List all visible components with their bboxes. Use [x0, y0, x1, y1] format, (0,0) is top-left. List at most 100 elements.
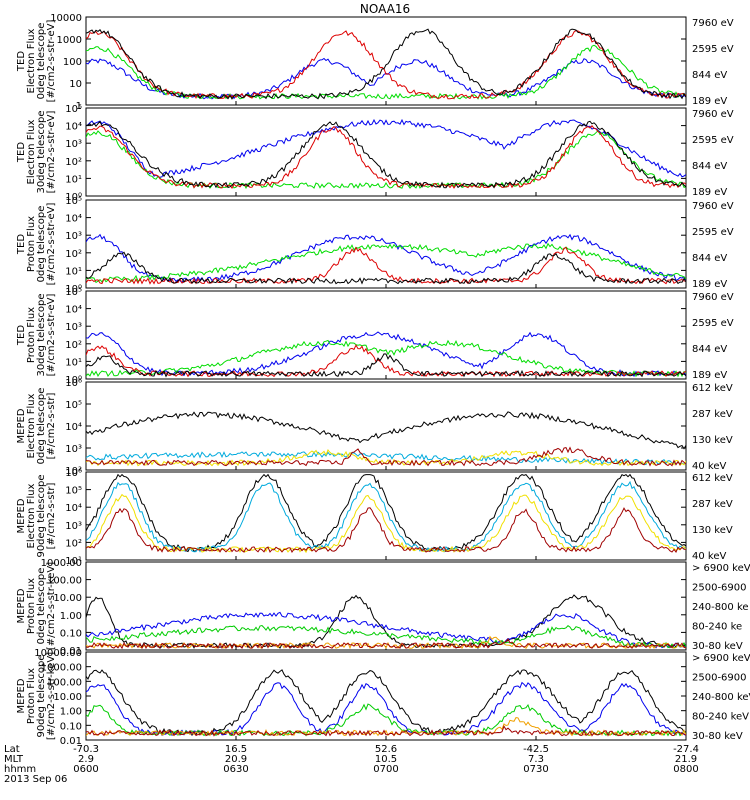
- y-tick-label: 10⁴: [65, 122, 82, 133]
- legend-entry: 7960 eV: [692, 18, 734, 29]
- x-label-value: 0730: [523, 764, 548, 775]
- trace-3: [86, 129, 686, 190]
- legend-entry: 7960 eV: [692, 292, 734, 303]
- legend-entry: 130 keV: [692, 435, 733, 446]
- trace-2: [86, 717, 686, 737]
- panel-3: 10⁵ 10⁴ 10³ 10² 10¹ 10⁰ TEDProton Flux0deg tel…: [16, 196, 734, 295]
- y-axis-label-line: Proton Flux: [26, 578, 37, 634]
- traces: [86, 233, 686, 285]
- y-axis-label-line: Electron Flux: [26, 119, 37, 184]
- y-tick-label: 10¹: [65, 266, 82, 277]
- y-tick-label: 1000: [57, 35, 82, 46]
- y-tick-label: 10³: [65, 444, 82, 455]
- x-label-value: 7.3: [528, 754, 544, 765]
- legend-entry: 40 keV: [692, 551, 726, 562]
- x-label-value: 20.9: [225, 754, 247, 765]
- trace-4: [86, 611, 686, 649]
- trace-1: [86, 507, 686, 553]
- y-tick-label: 1.00: [60, 707, 82, 718]
- y-tick-label: 10⁴: [65, 305, 82, 316]
- trace-4: [86, 411, 686, 450]
- y-tick-label: 1000.00: [41, 663, 82, 674]
- x-label-value: -70.3: [73, 744, 99, 755]
- trace-4: [86, 473, 686, 553]
- y-axis-label-line: Proton Flux: [26, 216, 37, 272]
- trace-1: [86, 251, 686, 285]
- y-axis-label-line: 0deg telescope: [36, 206, 47, 283]
- chart-title: NOAA16: [360, 2, 410, 16]
- y-tick-label: 10⁴: [65, 503, 82, 514]
- trace-5: [86, 669, 686, 737]
- y-axis-label-line: MEPED: [16, 408, 27, 443]
- trace-3: [86, 242, 686, 284]
- y-tick-label: 10⁵: [65, 287, 82, 298]
- x-label-value: 0700: [373, 764, 398, 775]
- trace-2: [86, 246, 686, 285]
- y-axis-label-line: MEPED: [16, 498, 27, 533]
- y-tick-label: 10⁶: [65, 378, 82, 389]
- traces: [86, 331, 686, 378]
- y-axis-label-line: Proton Flux: [26, 307, 37, 363]
- legend-entry: 7960 eV: [692, 201, 734, 212]
- legend-entry: 2500-6900: [692, 583, 747, 594]
- y-axis-label-line: 0deg telescope: [36, 568, 47, 645]
- x-label-value: -42.5: [523, 744, 549, 755]
- legend-entry: 240-800 ke: [692, 602, 749, 613]
- legend-entry: 2595 eV: [692, 135, 734, 146]
- legend-entry: 287 keV: [692, 499, 733, 510]
- y-axis-label-line: Electron Flux: [26, 28, 37, 93]
- y-axis-label-line: Proton Flux: [26, 668, 37, 724]
- trace-2: [86, 125, 686, 189]
- legend-entry: 40 keV: [692, 461, 726, 472]
- trace-1: [86, 28, 686, 100]
- trace-4: [86, 233, 686, 284]
- legend-entry: 844 eV: [692, 70, 727, 81]
- y-axis-label-line: [#/cm2-s-str-keV]: [46, 562, 57, 650]
- legend-entry: 80-240 keV: [692, 712, 749, 723]
- y-axis-label-line: [#/cm2-s-str-eV]: [46, 203, 57, 286]
- y-tick-label: 1: [76, 101, 82, 112]
- y-tick-label: 10²: [65, 157, 82, 168]
- trace-2: [86, 344, 686, 378]
- x-label-row-name: MLT: [4, 754, 24, 765]
- y-tick-label: 0.10: [60, 628, 82, 639]
- y-axis-label: MEPEDProton Flux90deg telescope[#/cm2-s-…: [16, 652, 57, 740]
- y-tick-label: 10⁴: [65, 422, 82, 433]
- y-axis-label-line: Electron Flux: [26, 393, 37, 458]
- traces: [86, 473, 686, 554]
- y-tick-label: 0.10: [60, 721, 82, 732]
- y-tick-label: 10⁰: [65, 284, 82, 295]
- y-axis-label-line: Electron Flux: [26, 483, 37, 548]
- y-axis-label-line: MEPED: [16, 678, 27, 713]
- panel-frame: [85, 651, 687, 741]
- y-tick-label: 1.00: [60, 611, 82, 622]
- y-axis-label: TEDProton Flux0deg telescope[#/cm2-s-str…: [16, 203, 57, 286]
- trace-1: [86, 637, 686, 650]
- y-axis-label-line: 0deg telescope: [36, 23, 47, 100]
- y-tick-label: 10³: [65, 521, 82, 532]
- trace-1: [86, 353, 686, 378]
- y-tick-label: 10000: [50, 13, 82, 24]
- y-axis-label-line: TED: [16, 51, 27, 72]
- x-label-row-name: hhmm: [4, 764, 36, 775]
- legend-entry: 7960 eV: [692, 109, 734, 120]
- y-tick-label: 0.01: [60, 736, 82, 747]
- traces: [86, 411, 686, 467]
- y-tick-label: 10³: [65, 231, 82, 242]
- panel-1: 10000 1000 100 10 1 TEDElectron Flux0deg tele…: [16, 13, 734, 112]
- y-axis-label-line: 30deg telescope: [36, 110, 47, 193]
- traces: [86, 28, 686, 100]
- y-tick-label: 10²: [65, 340, 82, 351]
- x-label-value: 16.5: [225, 744, 247, 755]
- trace-5: [86, 594, 686, 649]
- legend-entry: 189 eV: [692, 370, 727, 381]
- y-axis-label-line: [#/cm2-s-str-keV]: [46, 652, 57, 740]
- x-label-value: 0600: [73, 764, 98, 775]
- legend-entry: 189 eV: [692, 96, 727, 107]
- x-label-value: -27.4: [673, 744, 699, 755]
- x-label-value: 52.6: [375, 744, 397, 755]
- legend-entry: 844 eV: [692, 344, 727, 355]
- legend-entry: 130 keV: [692, 525, 733, 536]
